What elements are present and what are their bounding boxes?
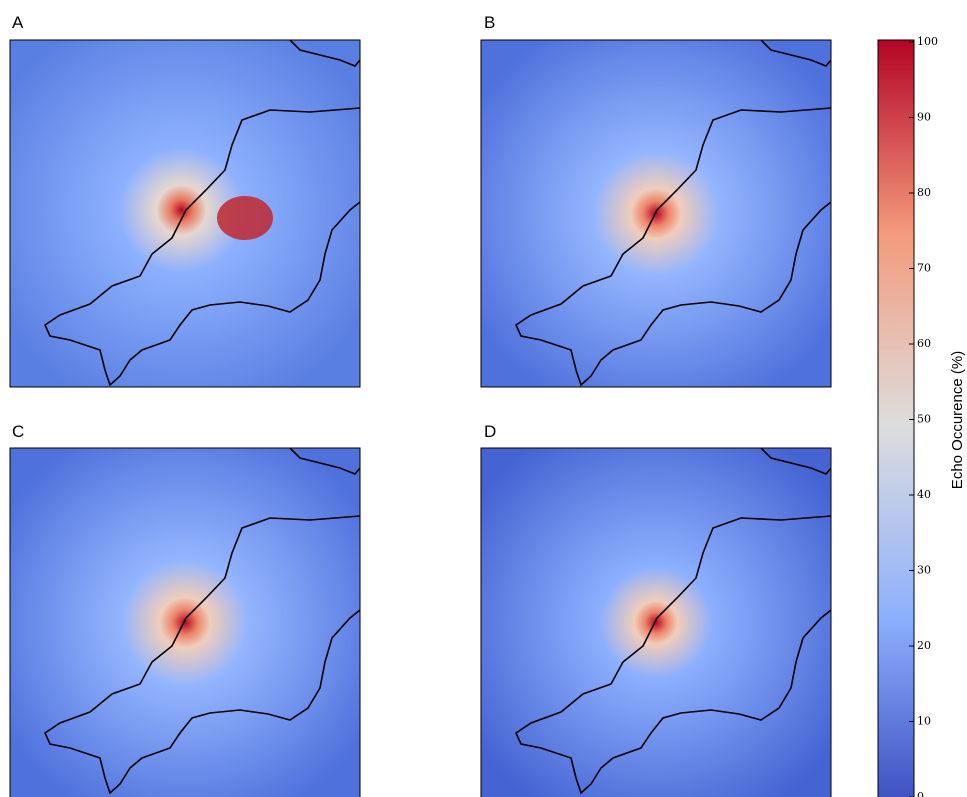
colorbar-label: Echo Occurence (%) (949, 351, 966, 489)
tick-label: 100 (917, 35, 938, 48)
tick-label: 20 (917, 639, 931, 652)
figure: A B C D Echo Occurence (%) 0 10 20 30 40 50 60… (0, 0, 967, 797)
tick-label: 50 (917, 413, 931, 426)
tick-label: 60 (917, 337, 931, 350)
tick-label: 80 (917, 186, 931, 199)
panel-b (481, 40, 831, 387)
colorbar (878, 40, 914, 797)
panel-label: C (12, 422, 24, 441)
panel-label: A (12, 13, 24, 32)
panel-d (481, 448, 831, 797)
panel-label: D (484, 422, 496, 441)
tick-label: 30 (917, 564, 931, 577)
panel-c (10, 448, 360, 797)
tick-label: 40 (917, 488, 931, 501)
panel-a (10, 40, 360, 387)
tick-label: 0 (917, 790, 924, 797)
panel-label: B (484, 13, 495, 32)
tick-label: 10 (917, 715, 931, 728)
tick-label: 90 (917, 111, 931, 124)
tick-label: 70 (917, 262, 931, 275)
